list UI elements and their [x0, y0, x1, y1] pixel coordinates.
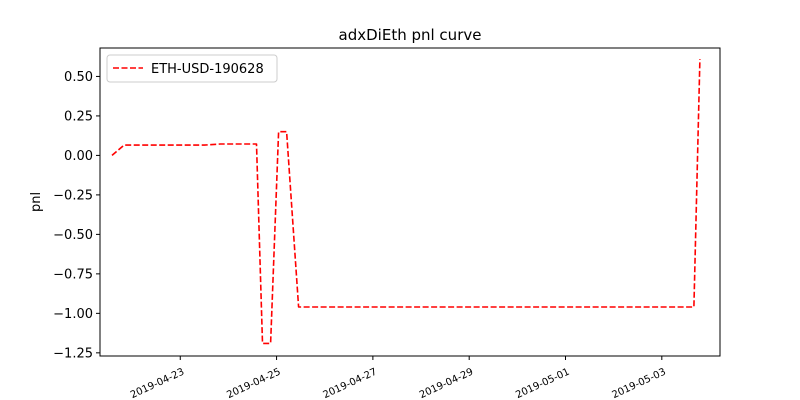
y-tick-label: −1.00 [53, 307, 93, 322]
plot-area [111, 59, 701, 345]
y-tick-label: 0.25 [64, 109, 93, 124]
y-tick-label: −0.75 [53, 267, 93, 282]
y-tick-label: −1.25 [53, 346, 93, 361]
y-axis: −1.25 −1.00 −0.75 −0.50 −0.25 0.00 0.25 0.50 [53, 70, 100, 361]
series-line-0 [111, 59, 701, 345]
y-tick-label: 0.50 [64, 70, 93, 85]
y-tick-label: 0.00 [64, 149, 93, 164]
y-tick-label: −0.25 [53, 188, 93, 203]
legend: ETH-USD-190628 [106, 54, 278, 83]
legend-box [106, 54, 278, 83]
chart-title: adxDiEth pnl curve [339, 26, 482, 44]
y-tick-label: −0.50 [53, 228, 93, 243]
legend-entry-label: ETH-USD-190628 [151, 62, 264, 77]
y-axis-label: pnl [29, 192, 44, 212]
plot-frame [99, 47, 721, 357]
